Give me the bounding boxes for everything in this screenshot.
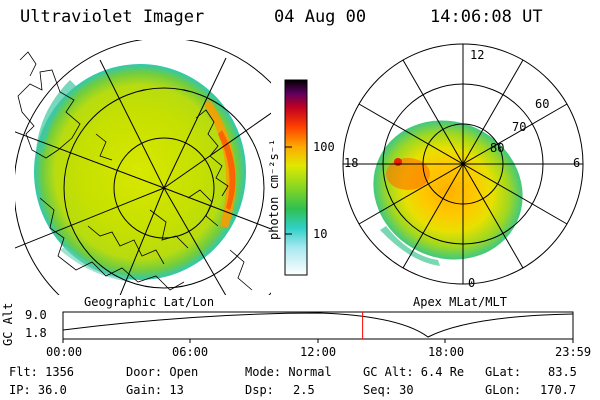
mlt-label-18: 18 (344, 156, 359, 170)
mlat-label-70: 70 (512, 120, 527, 134)
footer-glon-label: GLon: (485, 383, 522, 397)
altitude-ytick-high: 9.0 (25, 308, 47, 322)
footer-glat-value: 83.5 (548, 365, 577, 379)
altitude-curve (62, 312, 574, 338)
altitude-plot (62, 311, 574, 343)
footer-door: Door: Open (126, 365, 199, 379)
magnetic-panel (342, 43, 584, 285)
footer-seq: Seq: 30 (363, 383, 414, 397)
footer-flight: Flt: 1356 (9, 365, 75, 379)
footer-dsp-label: Dsp: (245, 383, 274, 397)
colorbar-unit: photon cm⁻²s⁻¹ (267, 138, 281, 240)
date-label: 04 Aug 00 (274, 7, 367, 27)
colorbar-scale (284, 79, 308, 276)
xtick-1800: 18:00 (428, 345, 465, 359)
altitude-ytick-low: 1.8 (25, 326, 47, 340)
altitude-plot-frame (62, 311, 574, 340)
footer-ip: IP: 36.0 (9, 383, 67, 397)
footer-glon-value: 170.7 (540, 383, 577, 397)
footer-gain: Gain: 13 (126, 383, 184, 397)
footer-glat-label: GLat: (485, 365, 522, 379)
mlat-label-60: 60 (535, 97, 550, 111)
xtick-1200: 12:00 (300, 345, 337, 359)
footer-gc-alt: GC Alt: 6.4 Re (363, 365, 465, 379)
instrument-title: Ultraviolet Imager (20, 7, 205, 27)
mlt-label-0: 0 (468, 276, 476, 290)
xtick-0600: 06:00 (172, 345, 209, 359)
magnetic-caption: Apex MLat/MLT (413, 295, 507, 309)
footer-mode: Mode: Normal (245, 365, 332, 379)
time-label: 14:06:08 UT (430, 7, 543, 27)
mlt-label-12: 12 (470, 48, 485, 62)
xtick-0000: 00:00 (46, 345, 83, 359)
geographic-panel (15, 40, 271, 295)
geographic-grid (15, 40, 271, 295)
auroral-image-left (34, 64, 246, 280)
xtick-2359: 23:59 (555, 345, 592, 359)
colorbar-label-10: 10 (313, 227, 328, 241)
mlat-label-80: 80 (490, 141, 505, 155)
mlt-label-6: 6 (573, 156, 581, 170)
magnetic-grid (342, 43, 584, 285)
colorbar (284, 79, 308, 276)
colorbar-label-100: 100 (313, 140, 335, 154)
geographic-caption: Geographic Lat/Lon (84, 295, 215, 309)
altitude-ylabel: GC Alt (1, 302, 15, 346)
footer-dsp-value: 2.5 (293, 383, 315, 397)
